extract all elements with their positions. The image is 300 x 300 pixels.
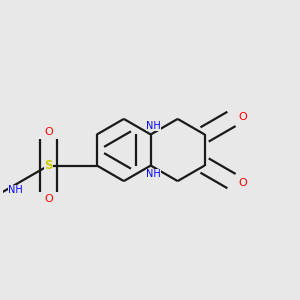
Text: O: O bbox=[44, 194, 53, 204]
Text: O: O bbox=[239, 112, 248, 122]
Text: S: S bbox=[44, 159, 53, 172]
Text: NH: NH bbox=[146, 169, 161, 179]
Text: NH: NH bbox=[146, 121, 161, 131]
Text: O: O bbox=[44, 127, 53, 137]
Text: O: O bbox=[239, 178, 248, 188]
Text: NH: NH bbox=[8, 185, 23, 195]
